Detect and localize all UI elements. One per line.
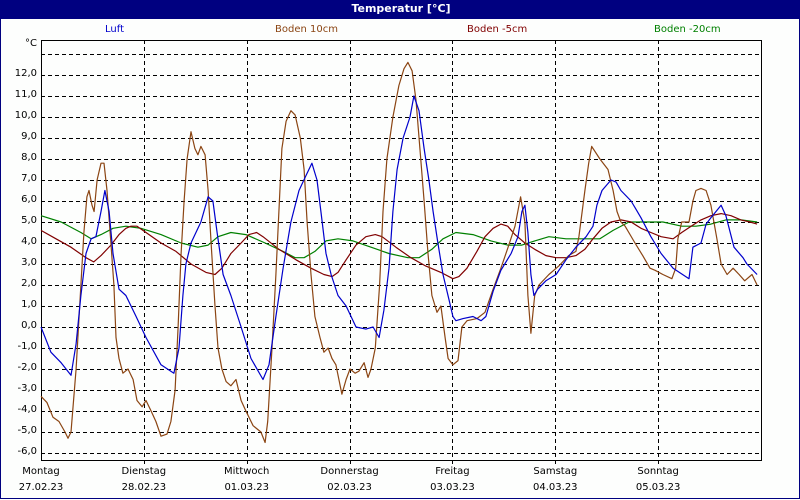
plot-frame — [41, 40, 762, 461]
x-tick-date: 27.02.23 — [18, 482, 64, 493]
x-tick-date: 01.03.23 — [224, 482, 269, 493]
series-line-0 — [40, 95, 758, 381]
y-tick-label: 7,0 — [21, 173, 37, 184]
x-tick-day: Dienstag — [121, 466, 167, 477]
legend-boden-minus-20cm: Boden -20cm — [654, 24, 721, 35]
x-tick-date: 03.03.23 — [430, 482, 475, 493]
data-series — [40, 61, 758, 444]
y-tick-label: -6,0 — [17, 446, 37, 457]
y-tick-label: 10,0 — [14, 110, 37, 121]
y-tick-label: -2,0 — [17, 362, 37, 373]
y-tick-label: -3,0 — [17, 383, 37, 394]
y-tick-label: 9,0 — [21, 131, 37, 142]
y-tick-label: 8,0 — [21, 152, 37, 163]
series-line-1 — [40, 61, 758, 444]
y-tick-label: 5,0 — [21, 215, 37, 226]
legend-luft: Luft — [105, 24, 124, 35]
y-tick-label: 11,0 — [14, 89, 37, 100]
y-tick-label: 4,0 — [21, 236, 37, 247]
grid-lines — [41, 40, 761, 466]
y-tick-label: -4,0 — [17, 404, 37, 415]
legend-boden-10cm: Boden 10cm — [275, 24, 338, 35]
legend-boden-minus-5cm: Boden -5cm — [467, 24, 528, 35]
x-tick-day: Montag — [22, 466, 60, 477]
x-tick-day: Freitag — [435, 466, 470, 477]
x-tick-date: 04.03.23 — [533, 482, 578, 493]
x-tick-date: 05.03.23 — [635, 482, 681, 493]
x-tick-day: Donnerstag — [320, 466, 379, 477]
x-tick-date: 02.03.23 — [327, 482, 372, 493]
window-title: Temperatur [°C] — [1, 0, 800, 19]
x-tick-day: Samstag — [533, 466, 578, 477]
x-tick-day: Sonntag — [637, 466, 679, 477]
y-tick-label: 3,0 — [21, 257, 37, 268]
y-tick-label: -1,0 — [17, 341, 37, 352]
y-tick-label: 6,0 — [21, 194, 37, 205]
y-tick-label: 2,0 — [21, 278, 37, 289]
series-line-2 — [40, 213, 758, 280]
y-tick-label: 12,0 — [14, 68, 37, 79]
y-axis-unit: °C — [25, 38, 37, 49]
y-tick-label: -5,0 — [17, 425, 37, 436]
x-tick-date: 28.02.23 — [121, 482, 167, 493]
x-tick-day: Mittwoch — [224, 466, 270, 477]
y-tick-label: 1,0 — [21, 299, 37, 310]
y-tick-label: 0,0 — [21, 320, 37, 331]
